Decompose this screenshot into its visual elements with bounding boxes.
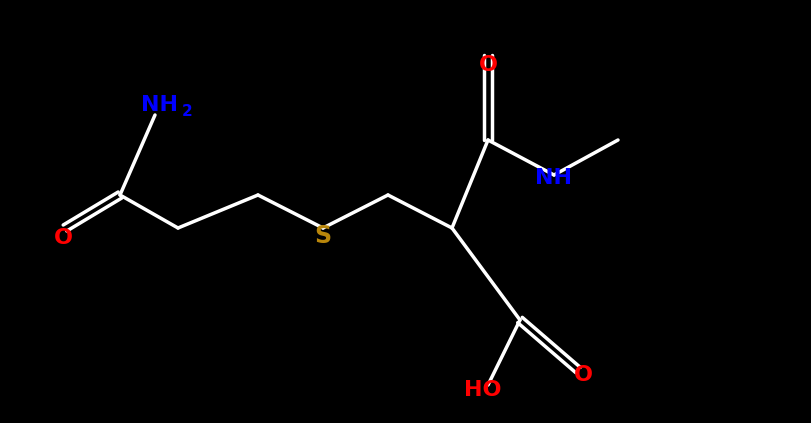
- Text: 2: 2: [182, 104, 192, 118]
- Text: NH: NH: [534, 168, 572, 188]
- Text: S: S: [314, 224, 331, 248]
- Text: O: O: [54, 228, 72, 248]
- Text: O: O: [478, 55, 497, 75]
- Text: O: O: [573, 365, 592, 385]
- Text: HO: HO: [464, 380, 501, 400]
- Text: NH: NH: [141, 95, 178, 115]
